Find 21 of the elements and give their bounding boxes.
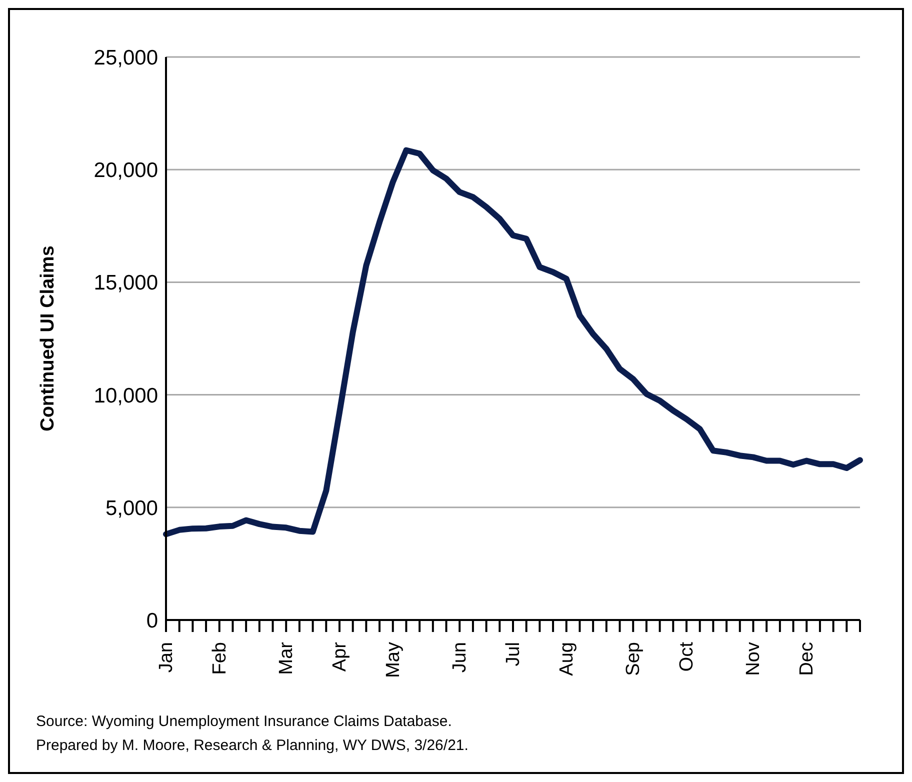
- x-tick-label: Jul: [503, 642, 524, 666]
- x-tick-label: Jun: [450, 642, 471, 673]
- x-tick-label: Oct: [676, 641, 698, 672]
- x-tick-label: Nov: [743, 642, 764, 676]
- x-tick-label: Feb: [209, 642, 230, 675]
- y-tick-label: 10,000: [94, 384, 158, 408]
- text: Prepared by M. Moore, Research & Planning, WY DWS, 3/26/21.: [36, 736, 468, 756]
- x-tick-label: Aug: [556, 642, 578, 676]
- x-tick-label: Sep: [623, 642, 644, 676]
- y-tick-label: 5,000: [105, 496, 158, 520]
- x-tick-label: Apr: [330, 641, 350, 672]
- y-tick-label: 15,000: [94, 272, 158, 295]
- x-tick-label: Mar: [276, 641, 298, 675]
- y-tick-label: 25,000: [94, 46, 158, 70]
- x-tick-label: Jan: [156, 642, 177, 673]
- y-tick-label: 20,000: [94, 159, 158, 182]
- y-tick-label: 0: [146, 609, 158, 632]
- y-axis-title: Continued UI Claims: [38, 246, 58, 432]
- source-note: Source: Wyoming Unemployment Insurance Claims Database.: [36, 712, 453, 732]
- x-tick-label: Dec: [796, 642, 818, 676]
- x-tick-label: May: [382, 642, 404, 678]
